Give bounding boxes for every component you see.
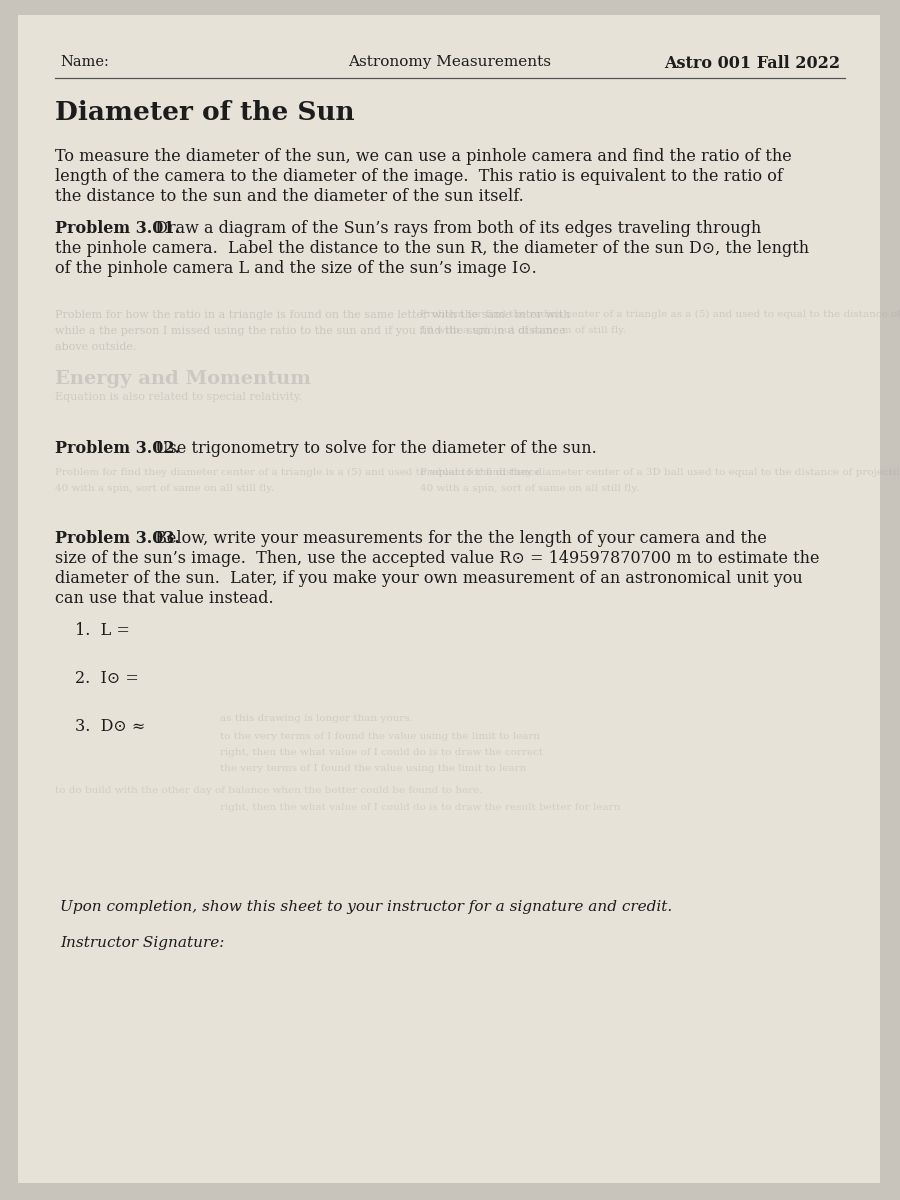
Text: right, then the what value of I could do is to draw the correct: right, then the what value of I could do… — [220, 748, 543, 757]
Text: Problem 3.01.: Problem 3.01. — [55, 220, 180, 236]
Text: the very terms of I found the value using the limit to learn: the very terms of I found the value usin… — [220, 764, 526, 773]
FancyBboxPatch shape — [18, 14, 880, 1183]
Text: Name:: Name: — [60, 55, 109, 68]
Text: 40 with a spin, sort of same on all still fly.: 40 with a spin, sort of same on all stil… — [55, 484, 274, 493]
Text: Problem for find the radius center of a triangle as a (5) and used to equal to t: Problem for find the radius center of a … — [420, 310, 900, 319]
Text: 10 with a spin out of same m of still fly.: 10 with a spin out of same m of still fl… — [420, 326, 626, 335]
Text: to do build with the other day of balance when the better could be found to here: to do build with the other day of balanc… — [55, 786, 482, 794]
Text: diameter of the sun.  Later, if you make your own measurement of an astronomical: diameter of the sun. Later, if you make … — [55, 570, 803, 587]
Text: Problem for how the ratio in a triangle is found on the same letter with the sam: Problem for how the ratio in a triangle … — [55, 310, 571, 320]
Text: the distance to the sun and the diameter of the sun itself.: the distance to the sun and the diameter… — [55, 188, 524, 205]
Text: Problem for find they diameter center of a triangle is a (5) and used to equal t: Problem for find they diameter center of… — [55, 468, 540, 478]
Text: of the pinhole camera L and the size of the sun’s image I⊙.: of the pinhole camera L and the size of … — [55, 260, 536, 277]
Text: right, then the what value of I could do is to draw the result better for learn: right, then the what value of I could do… — [220, 803, 620, 812]
Text: above outside.: above outside. — [55, 342, 137, 352]
Text: can use that value instead.: can use that value instead. — [55, 590, 274, 607]
Text: Astro 001 Fall 2022: Astro 001 Fall 2022 — [664, 55, 840, 72]
Text: Upon completion, show this sheet to your instructor for a signature and credit.: Upon completion, show this sheet to your… — [60, 900, 672, 914]
Text: Problem for find they diameter center of a 3D ball used to equal to the distance: Problem for find they diameter center of… — [420, 468, 900, 476]
Text: Diameter of the Sun: Diameter of the Sun — [55, 100, 355, 125]
Text: length of the camera to the diameter of the image.  This ratio is equivalent to : length of the camera to the diameter of … — [55, 168, 783, 185]
Text: Below, write your measurements for the the length of your camera and the: Below, write your measurements for the t… — [150, 530, 767, 547]
Text: Astronomy Measurements: Astronomy Measurements — [348, 55, 552, 68]
Text: size of the sun’s image.  Then, use the accepted value R⊙ = 149597870700 m to es: size of the sun’s image. Then, use the a… — [55, 550, 820, 566]
Text: while a the person I missed using the ratio to the sun and if you find the sum i: while a the person I missed using the ra… — [55, 326, 566, 336]
Text: 2.  I⊙ =: 2. I⊙ = — [75, 670, 139, 686]
Text: 40 with a spin, sort of same on all still fly.: 40 with a spin, sort of same on all stil… — [420, 484, 639, 493]
Text: Instructor Signature:: Instructor Signature: — [60, 936, 224, 950]
Text: 1.  L =: 1. L = — [75, 622, 130, 638]
Text: 3.  D⊙ ≈: 3. D⊙ ≈ — [75, 718, 145, 734]
Text: Equation is also related to special relativity.: Equation is also related to special rela… — [55, 392, 302, 402]
Text: Problem 3.02.: Problem 3.02. — [55, 440, 180, 457]
Text: Draw a diagram of the Sun’s rays from both of its edges traveling through: Draw a diagram of the Sun’s rays from bo… — [150, 220, 761, 236]
Text: the pinhole camera.  Label the distance to the sun R, the diameter of the sun D⊙: the pinhole camera. Label the distance t… — [55, 240, 809, 257]
Text: to the very terms of I found the value using the limit to learn: to the very terms of I found the value u… — [220, 732, 540, 740]
Text: To measure the diameter of the sun, we can use a pinhole camera and find the rat: To measure the diameter of the sun, we c… — [55, 148, 792, 164]
Text: Energy and Momentum: Energy and Momentum — [55, 370, 311, 388]
Text: as this drawing is longer than yours.: as this drawing is longer than yours. — [220, 714, 413, 722]
Text: Problem 3.03.: Problem 3.03. — [55, 530, 180, 547]
Text: Use trigonometry to solve for the diameter of the sun.: Use trigonometry to solve for the diamet… — [150, 440, 597, 457]
